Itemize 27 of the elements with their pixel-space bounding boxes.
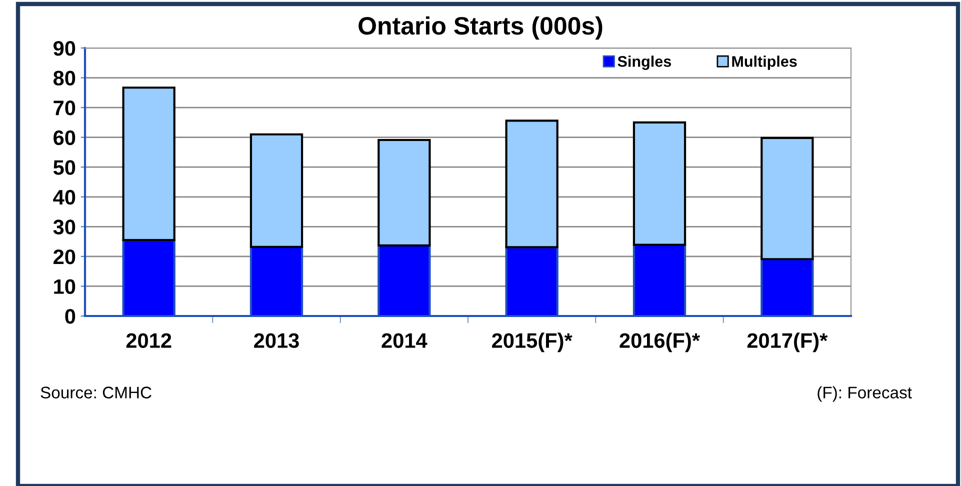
x-tick-label: 2013 <box>254 333 299 348</box>
bar <box>505 120 558 248</box>
x-tick-label: 2012 <box>126 333 172 348</box>
bar <box>250 133 304 248</box>
bar <box>632 121 686 246</box>
x-tick-label: 2016(F)* <box>620 332 700 352</box>
bar <box>122 86 176 242</box>
text: (F): Forecast <box>818 386 912 402</box>
y-tick-label: 90 <box>54 41 76 56</box>
y-tick-label: 30 <box>53 220 76 234</box>
legend-label: Singles <box>618 56 671 70</box>
y-tick-label: 0 <box>65 309 76 324</box>
x-tick-label: 2017(F)* <box>747 332 828 352</box>
y-tick-label: 70 <box>54 100 76 116</box>
y-tick-label: 80 <box>53 70 76 86</box>
x-tick-label: 2014 <box>382 333 428 348</box>
bar <box>760 136 814 260</box>
y-tick-label: 10 <box>54 279 76 294</box>
source-note: Source: CMHC <box>40 386 152 398</box>
x-tick-label: 2015(F)* <box>492 332 572 352</box>
bar <box>378 138 431 246</box>
y-tick-label: 40 <box>53 190 76 205</box>
y-tick-label: 60 <box>54 130 76 146</box>
legend-label: Multiples <box>732 56 797 70</box>
y-tick-label: 20 <box>54 249 76 264</box>
y-tick-label: 50 <box>53 160 76 175</box>
chart-title: Ontario Starts (000s) <box>358 16 602 40</box>
